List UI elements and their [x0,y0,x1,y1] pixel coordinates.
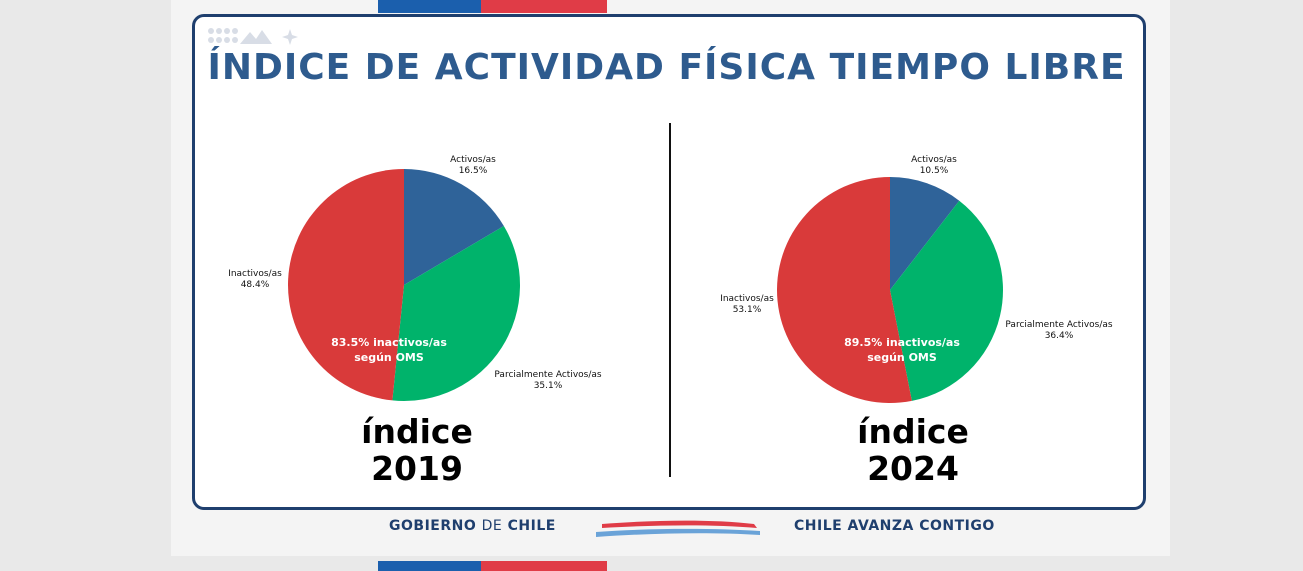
swoosh-logo-icon [596,520,760,537]
year-2024: 2024 [867,449,959,488]
center-annotation-2024: 89.5% inactivos/as según OMS [844,336,960,364]
footer-gobierno: GOBIERNO [389,518,477,534]
slice-label-2024-2: Inactivos/as 53.1% [720,294,774,315]
footer-chile: CHILE [507,518,556,534]
pie-slice-2024-1 [890,200,1003,401]
center-annotation-2019: 83.5% inactivos/as según OMS [331,336,447,364]
footer-gobierno-de-chile: GOBIERNO DE CHILE [389,518,556,534]
year-label-2024: índice 2024 [813,413,1013,487]
year-label-2019: índice 2019 [317,413,517,487]
flag-stripe-blue-bottom [378,561,481,571]
year-2019: 2019 [371,449,463,488]
flag-stripe-red-top [481,0,607,13]
pie-slice-2024-2 [777,177,912,403]
chart-divider [669,123,671,477]
index-word-2019: índice [361,412,473,451]
slice-label-2019-1: Parcialmente Activos/as 35.1% [494,370,601,391]
slice-label-2024-1: Parcialmente Activos/as 36.4% [1005,320,1112,341]
footer-chile-avanza-contigo: CHILE AVANZA CONTIGO [794,518,995,534]
decorative-logo-icon [208,28,298,45]
slice-label-2019-2: Inactivos/as 48.4% [228,269,282,290]
footer-de: DE [481,518,503,534]
flag-stripe-red-bottom [481,561,607,571]
index-word-2024: índice [857,412,969,451]
pie-slice-2019-1 [392,225,520,401]
page-title: ÍNDICE DE ACTIVIDAD FÍSICA TIEMPO LIBRE [207,47,1126,88]
pie-slice-2019-0 [404,169,504,285]
slice-label-2019-0: Activos/as 16.5% [450,155,496,176]
slice-label-2024-0: Activos/as 10.5% [911,155,957,176]
pie-slice-2024-0 [890,177,960,290]
flag-stripe-blue-top [378,0,481,13]
pie-slice-2019-2 [288,169,404,401]
